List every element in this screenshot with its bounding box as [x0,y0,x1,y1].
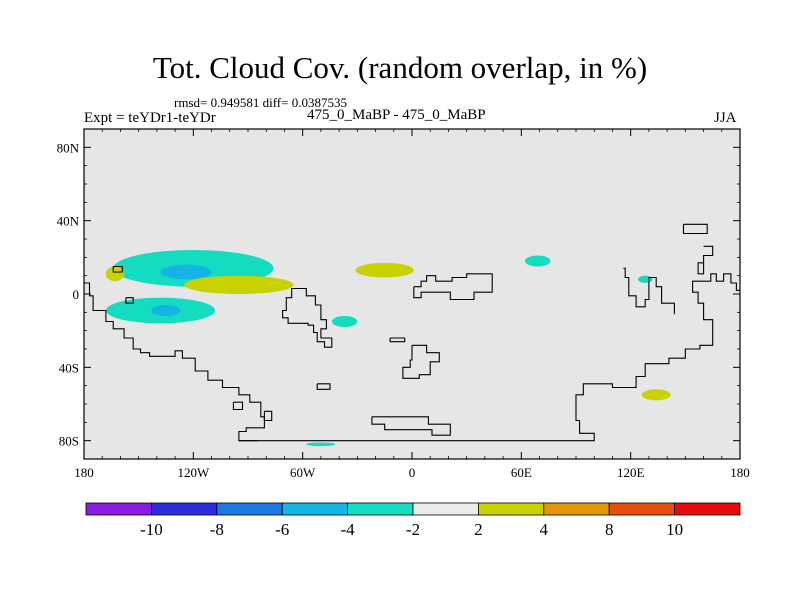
y-tick-label: 0 [73,287,80,302]
coastline-west-europe [413,273,493,301]
x-tick-label: 120E [617,465,645,480]
coastline-north-america-pacific-coast [84,282,265,442]
anomaly-north-africa [524,255,551,267]
colorbar-swatch [608,502,676,516]
map-area [84,129,740,459]
colorbar: -10 -8 -6 -4 -2 2 4 8 10 [85,502,741,539]
colorbar-label: 8 [605,520,614,539]
coastline-small-atlantic-island-west [232,401,244,411]
x-tick-label: 0 [409,465,416,480]
coastline-indian-peninsula [697,245,714,275]
anomaly-south-atlantic-subtropical [331,316,358,327]
coastline-central-america [282,287,333,348]
colorbar-label: -10 [140,520,163,539]
coastline-small-atlantic-island-east [263,410,273,422]
colorbar-swatch [150,502,218,516]
colorbar-swatch [543,502,610,516]
x-tick-label: 180 [74,465,94,480]
anomaly-central-pacific-tropical-north-core [160,264,212,280]
colorbar-swatch [85,502,152,516]
anomaly-australia-south [641,389,671,401]
colorbar-label: 4 [540,520,549,539]
anomaly-central-atlantic-north [355,262,414,278]
y-tick-label: 80N [57,140,80,155]
coastline-north-asia-peninsula [682,223,708,235]
season-label: JJA [714,110,737,126]
colorbar-label: -8 [210,520,224,539]
colorbar-swatch [412,502,479,516]
chart-title: Tot. Cloud Cov. (random overlap, in %) [152,50,648,85]
x-tick-label: 60W [290,465,316,480]
chart-subtitle: 475_0_MaBP - 475_0_MaBP [307,107,486,123]
colorbar-label: 10 [666,520,683,539]
coastline-small-pacific-island-1 [112,265,123,273]
stats-line: rmsd= 0.949581 diff= 0.0387535 [174,95,347,110]
colorbar-swatch [216,502,283,516]
x-tick-label: 120W [177,465,210,480]
colorbar-swatch [281,502,349,516]
coastline-africa-south [402,344,440,379]
colorbar-label: 2 [474,520,483,539]
coastline-antarctic-shelf [371,416,451,436]
coastline-east-asia-islands [623,267,675,315]
coastline-small-pacific-island-2 [125,297,134,304]
y-tick-label: 80S [59,434,79,449]
colorbar-label: -4 [341,520,356,539]
colorbar-swatch [674,502,741,516]
anomaly-central-pacific-equatorial [184,275,294,295]
axes: 180 120W 60W 0 60E 120E 180 80N 40N 0 40S 80S [57,128,750,480]
anomaly-east-pacific-south-core [151,305,181,316]
coastline-southern-atlantic-island [316,383,331,390]
y-tick-label: 40N [57,214,80,229]
colorbar-label: -6 [275,520,289,539]
anomaly-west-pacific-north-patch [105,266,125,282]
experiment-label: Expt = teYDr1-teYDr [84,110,216,126]
map-background [84,129,740,459]
coastline-atlantic-islands [389,337,406,343]
colorbar-label: -2 [406,520,420,539]
anomaly-southern-ocean-arc [306,442,336,447]
colorbar-swatch [347,502,414,516]
anomaly-west-pacific-subtropics [637,275,653,284]
colorbar-swatch [477,502,545,516]
x-tick-label: 180 [730,465,750,480]
coastline-antarctica-long [238,273,740,442]
x-tick-label: 60E [511,465,532,480]
y-tick-label: 40S [59,360,79,375]
